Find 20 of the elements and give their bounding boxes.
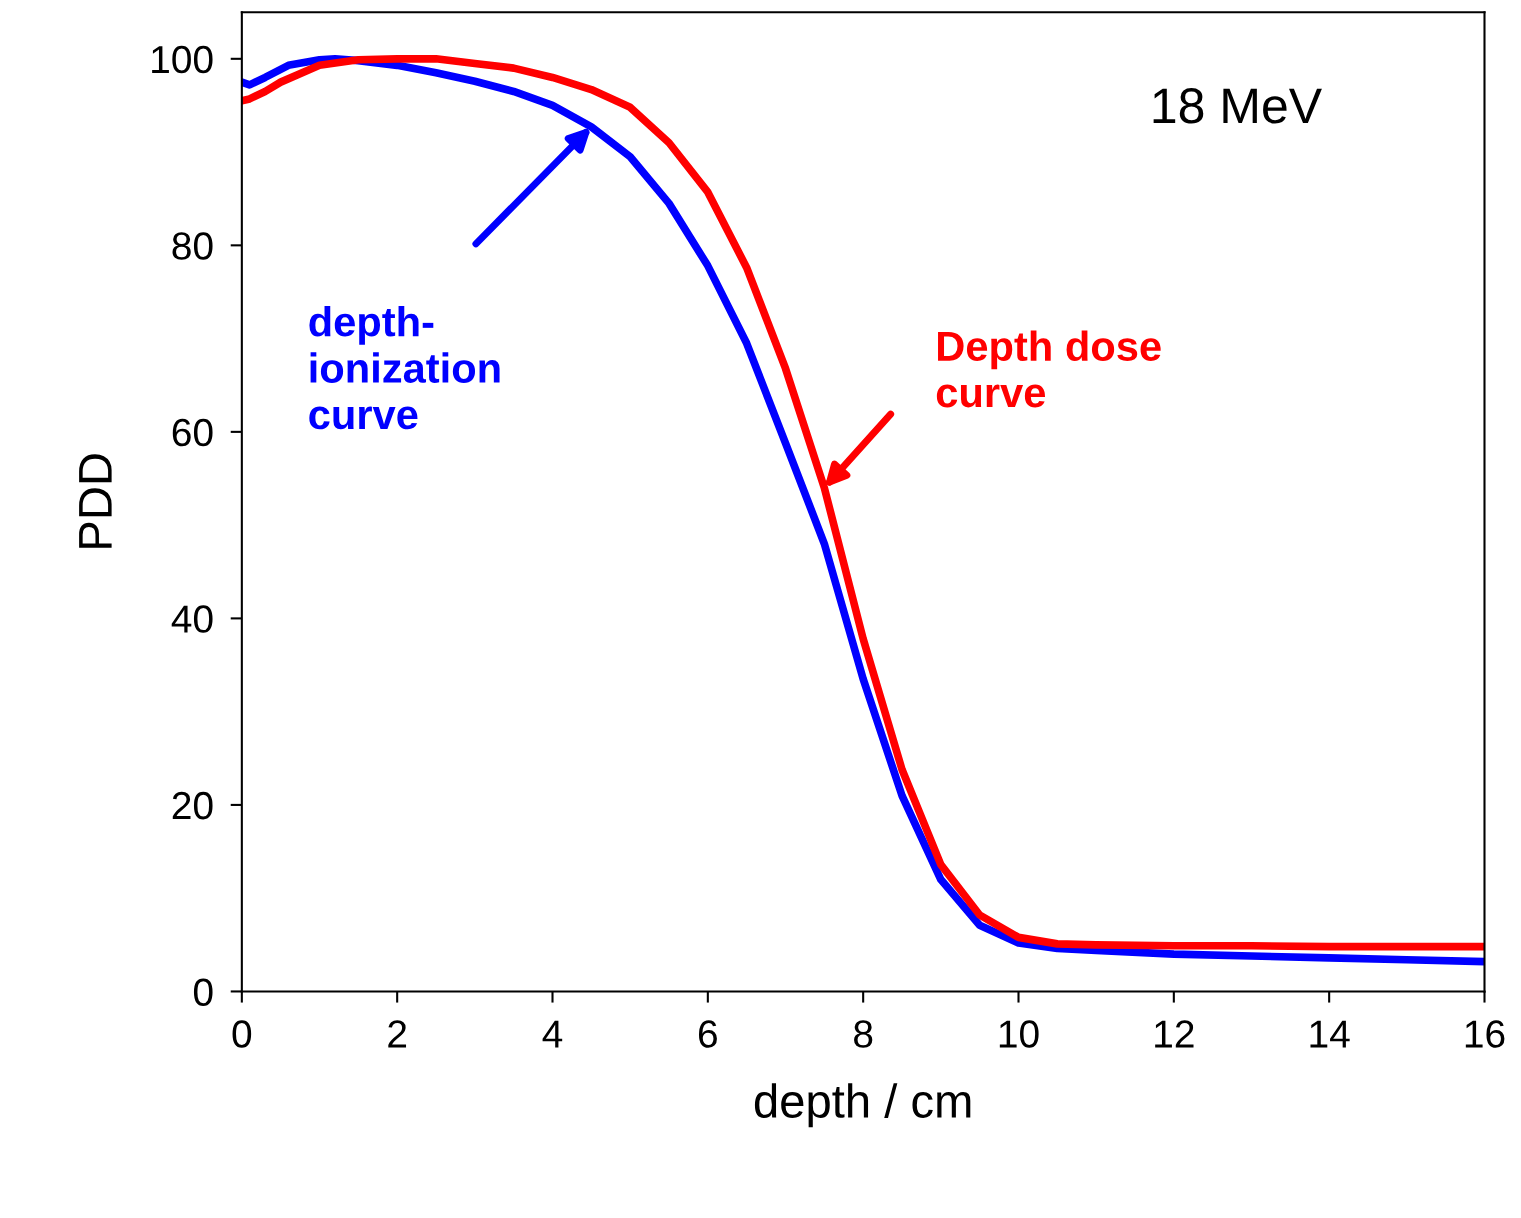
y-tick-label: 60	[172, 418, 213, 447]
y-tick-label: 40	[171, 605, 213, 633]
y-axis-title: PDD	[79, 454, 112, 548]
text: Depth dose curve	[936, 330, 1161, 408]
y-tick-label: 0	[193, 978, 213, 1006]
x-tick-label: 6	[699, 1020, 717, 1048]
x-tick-label: 4	[542, 1020, 563, 1048]
x-tick-label: 16	[1465, 1020, 1505, 1048]
x-tick-label: 14	[1310, 1020, 1350, 1048]
y-tick-label: 100	[152, 45, 213, 74]
x-tick-label: 8	[854, 1020, 873, 1048]
y-tick-label: 20	[172, 791, 213, 820]
text: depth- ionization curve	[309, 305, 500, 430]
annotation: 18 MeV	[1153, 88, 1322, 124]
x-tick-label: 12	[1155, 1020, 1194, 1048]
x-tick-label: 10	[999, 1020, 1039, 1048]
x-tick-label: 2	[388, 1020, 407, 1048]
y-tick-label: 80	[172, 232, 213, 260]
x-tick-label: 0	[232, 1020, 252, 1048]
x-axis-title: depth / cm	[754, 1083, 971, 1128]
